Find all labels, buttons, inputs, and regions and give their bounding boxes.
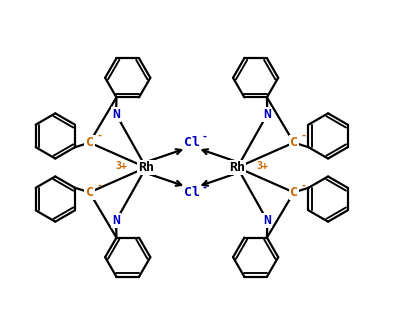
Text: -: - bbox=[203, 183, 207, 192]
Text: 3+: 3+ bbox=[115, 161, 127, 171]
Text: 3+: 3+ bbox=[256, 161, 268, 171]
Text: N: N bbox=[112, 108, 120, 121]
Text: Rh: Rh bbox=[229, 161, 245, 174]
Text: C: C bbox=[86, 186, 94, 199]
Text: C: C bbox=[290, 186, 298, 199]
Text: Rh: Rh bbox=[138, 161, 154, 174]
Text: C: C bbox=[86, 136, 94, 149]
Text: Cl: Cl bbox=[184, 186, 200, 199]
Text: N: N bbox=[263, 108, 271, 121]
Text: -: - bbox=[302, 131, 306, 141]
Text: -: - bbox=[98, 131, 102, 141]
Text: -: - bbox=[98, 181, 102, 191]
Text: -: - bbox=[203, 132, 207, 142]
Text: N: N bbox=[263, 214, 271, 227]
Text: -: - bbox=[302, 181, 306, 191]
Text: Cl: Cl bbox=[184, 136, 200, 149]
Text: C: C bbox=[290, 136, 298, 149]
Text: N: N bbox=[112, 214, 120, 227]
